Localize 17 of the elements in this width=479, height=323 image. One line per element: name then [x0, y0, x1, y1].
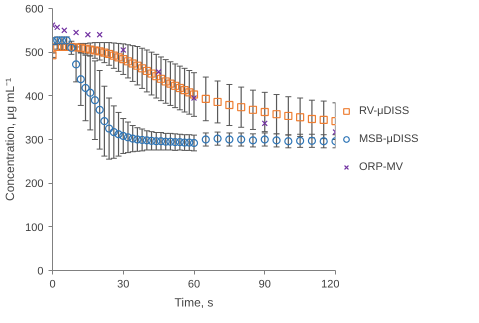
y-tick-label: 500	[25, 47, 44, 60]
x-tick-label: 0	[49, 278, 56, 290]
y-tick-label: 0	[37, 266, 44, 278]
x-tick-label: 90	[258, 278, 271, 290]
x-axis-title: Time, s	[174, 296, 214, 310]
legend-label: MSB-μDISS	[359, 133, 419, 145]
x-tick-label: 60	[188, 278, 200, 290]
legend-label: ORP-MV	[359, 161, 403, 173]
y-tick-label: 200	[25, 178, 44, 190]
y-tick-label: 300	[25, 134, 44, 146]
x-tick-label: 120	[321, 278, 340, 290]
y-tick-label: 600	[25, 4, 44, 16]
legend-label: RV-μDISS	[359, 105, 410, 117]
y-tick-label: 100	[25, 222, 44, 234]
y-axis-title: Concentration, μg mL⁻¹	[3, 78, 18, 201]
y-tick-label: 400	[25, 90, 44, 103]
x-tick-label: 30	[117, 278, 130, 290]
